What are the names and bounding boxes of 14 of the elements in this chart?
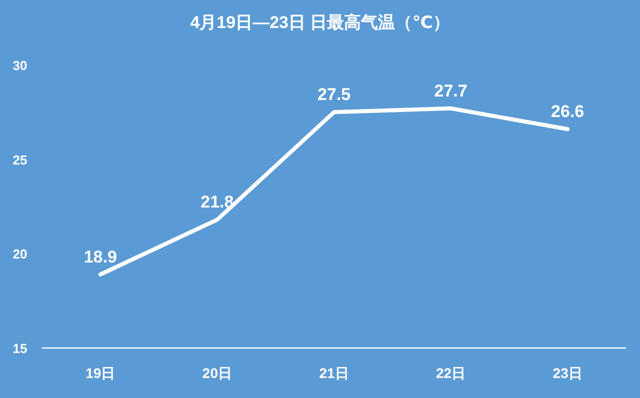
y-tick-label: 15 bbox=[12, 341, 28, 356]
y-tick-label: 20 bbox=[12, 246, 28, 262]
data-label: 26.6 bbox=[551, 102, 584, 122]
chart-title: 4月19日—23日 日最高气温（℃） bbox=[190, 13, 450, 32]
x-tick-label: 20日 bbox=[202, 365, 232, 381]
y-tick-label: 30 bbox=[12, 58, 28, 73]
x-tick-label: 21日 bbox=[319, 365, 349, 381]
x-tick-label: 22日 bbox=[436, 365, 466, 381]
data-label: 18.9 bbox=[84, 247, 117, 266]
data-label: 27.7 bbox=[434, 81, 468, 100]
x-tick-label: 19日 bbox=[86, 365, 116, 381]
y-tick-label: 25 bbox=[12, 152, 28, 168]
data-label: 27.5 bbox=[317, 85, 351, 104]
x-tick-label: 23日 bbox=[552, 365, 582, 381]
